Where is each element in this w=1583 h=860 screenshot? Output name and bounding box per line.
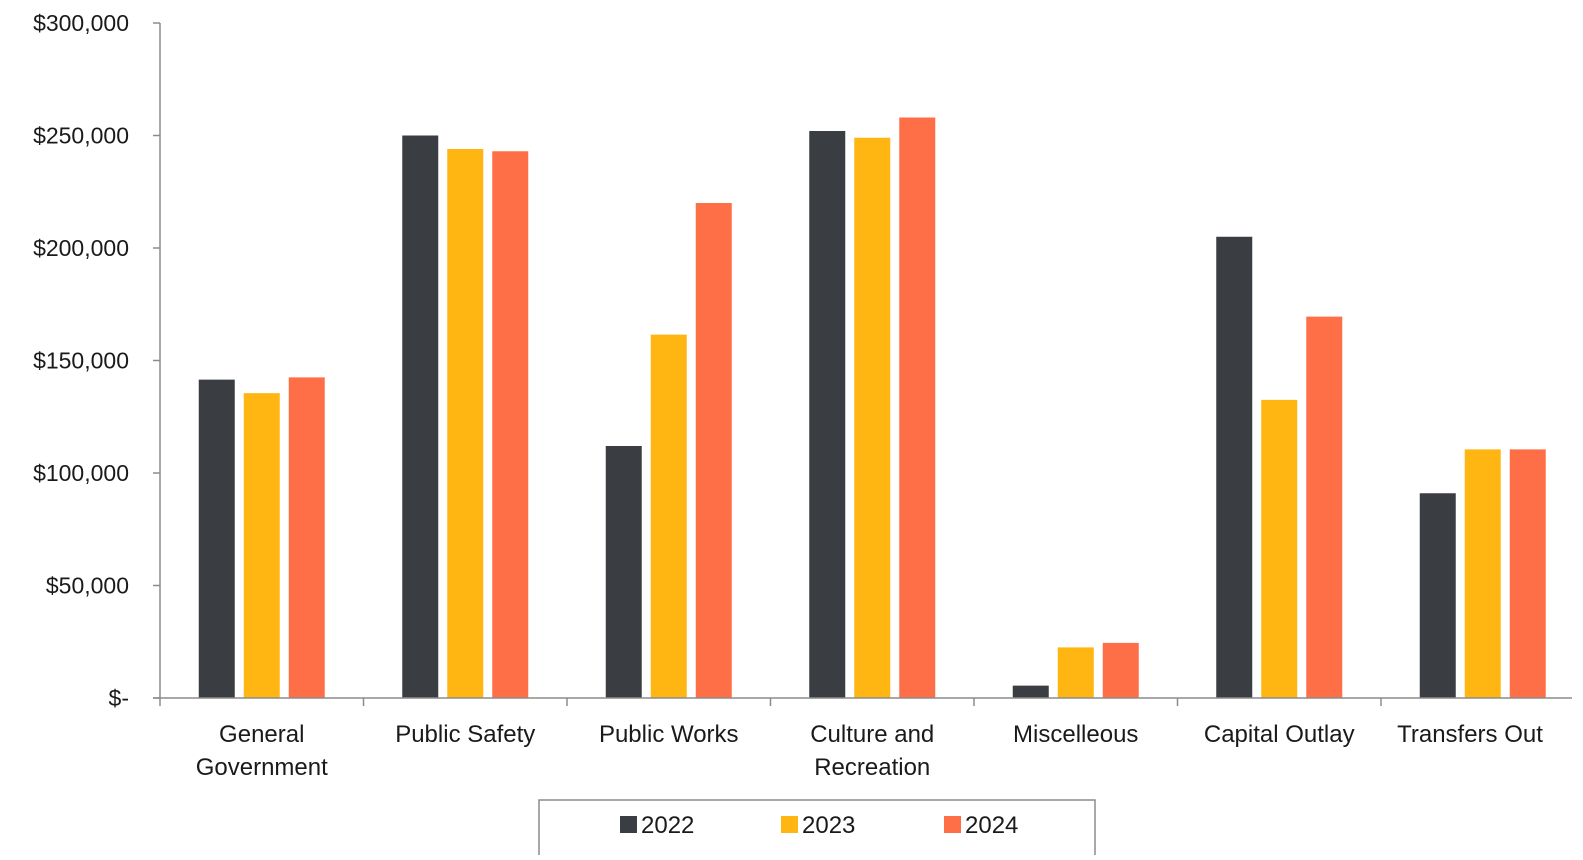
y-tick-label: $150,000 xyxy=(33,348,129,374)
bar-2023-3 xyxy=(854,137,891,698)
x-tick-label: Government xyxy=(196,754,328,781)
bar-2022-1 xyxy=(402,135,439,698)
bar-2023-5 xyxy=(1261,399,1298,698)
x-tick-label: Miscelleous xyxy=(1013,721,1138,748)
bar-2023-1 xyxy=(447,149,484,698)
legend-label-2024: 2024 xyxy=(965,812,1018,839)
x-tick-label: Transfers Out xyxy=(1397,721,1543,748)
y-tick-label: $300,000 xyxy=(33,10,129,36)
bar-2022-0 xyxy=(198,379,235,698)
y-tick-label: $250,000 xyxy=(33,123,129,149)
legend-swatch-2023 xyxy=(781,816,798,833)
bar-2022-5 xyxy=(1216,236,1253,698)
bar-2023-2 xyxy=(650,334,687,698)
bar-2022-6 xyxy=(1419,493,1456,698)
bar-2023-6 xyxy=(1464,449,1501,698)
bar-2024-0 xyxy=(288,377,325,698)
x-tick-label: Public Safety xyxy=(395,721,535,748)
legend-swatch-2024 xyxy=(944,816,961,833)
x-tick-label: Public Works xyxy=(599,721,739,748)
bar-2024-6 xyxy=(1509,449,1546,698)
x-tick-label: General xyxy=(219,721,304,748)
x-tick-label: Recreation xyxy=(814,754,930,781)
x-tick-label: Culture and xyxy=(810,721,934,748)
legend-swatch-2022 xyxy=(620,816,637,833)
legend-label-2023: 2023 xyxy=(802,812,855,839)
bar-2022-3 xyxy=(809,131,846,698)
bar-2022-4 xyxy=(1012,685,1049,698)
bar-2024-2 xyxy=(695,203,732,698)
bar-2024-1 xyxy=(492,151,529,698)
y-tick-label: $- xyxy=(109,685,129,711)
y-tick-label: $100,000 xyxy=(33,460,129,486)
bar-2024-3 xyxy=(899,117,936,698)
y-tick-label: $50,000 xyxy=(46,573,129,599)
y-tick-label: $200,000 xyxy=(33,235,129,261)
bar-2023-4 xyxy=(1057,647,1094,698)
legend-label-2022: 2022 xyxy=(641,812,694,839)
bar-2023-0 xyxy=(243,393,280,698)
bar-2024-4 xyxy=(1102,642,1139,698)
bar-2024-5 xyxy=(1306,316,1343,698)
x-tick-label: Capital Outlay xyxy=(1204,721,1355,748)
bar-2022-2 xyxy=(605,446,642,698)
